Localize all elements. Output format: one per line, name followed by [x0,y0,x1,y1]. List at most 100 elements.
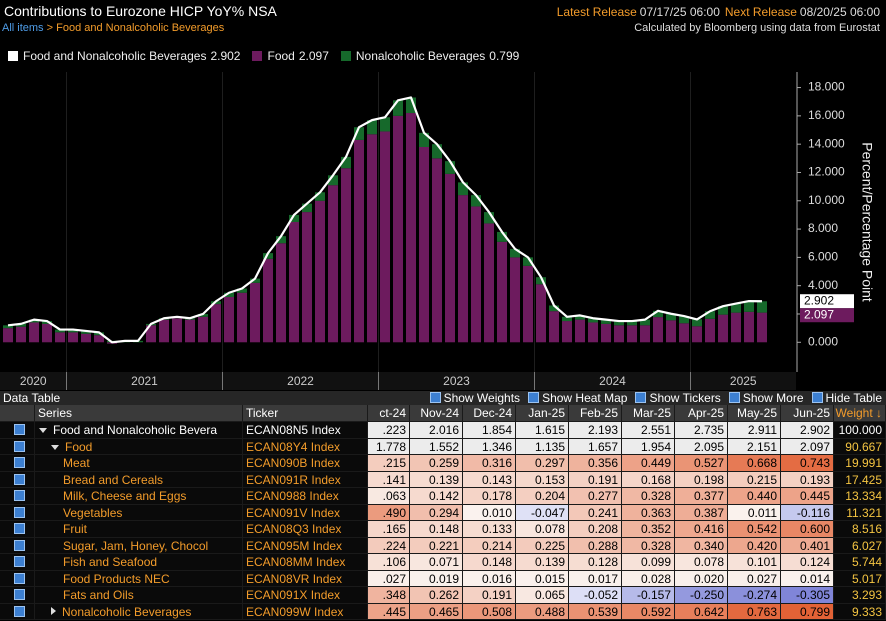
series-name[interactable]: Nonalcoholic Beverages [35,603,243,620]
checkbox[interactable] [429,392,441,403]
toolbar-option-label[interactable]: Hide Table [825,391,882,405]
column-header[interactable]: Ticker [243,405,368,422]
toolbar-option-label[interactable]: Show Heat Map [542,391,628,405]
y-tick-label: 18.000 [808,80,845,94]
bar-segment [484,212,494,224]
series-name[interactable]: Food [35,438,243,455]
checkbox[interactable] [14,473,25,485]
checkbox[interactable] [14,605,25,617]
row-icons[interactable] [0,521,35,538]
checkbox[interactable] [14,490,25,501]
series-label[interactable]: Bread and Cereals [63,472,164,487]
expander[interactable] [51,444,59,450]
column-header[interactable]: Mar-25 [622,405,675,422]
value-cell: 0.445 [781,488,834,505]
series-label[interactable]: Food and Nonalcoholic Bevera [53,423,218,437]
series-name[interactable]: Fats and Oils [35,587,243,604]
checkbox[interactable] [14,506,25,518]
checkbox[interactable] [14,523,25,534]
row-icons[interactable] [0,554,35,571]
row-icons[interactable] [0,422,35,439]
value-cell: .215 [368,455,410,472]
expander[interactable] [51,606,56,615]
column-header[interactable]: Nov-24 [410,405,463,422]
chart-title: Contributions to Eurozone HICP YoY% NSA [4,3,277,19]
column-header[interactable]: Dec-24 [463,405,516,422]
row-icons[interactable] [0,537,35,554]
series-label[interactable]: Fruit [63,522,87,536]
row-icons[interactable] [0,455,35,472]
checkbox[interactable] [14,589,25,600]
toolbar-option[interactable]: Show Tickers [635,391,721,405]
bar-segment [68,329,78,333]
legend-label: Food [267,49,295,63]
checkbox[interactable] [14,539,25,551]
column-header[interactable]: Feb-25 [569,405,622,422]
checkbox[interactable] [14,440,25,452]
row-icons[interactable] [0,488,35,505]
checkbox[interactable] [14,572,25,584]
toolbar-option[interactable]: Hide Table [811,391,882,405]
value-cell: 0.028 [622,570,675,587]
toolbar-option-label[interactable]: Show Tickers [649,391,721,405]
series-name[interactable]: Milk, Cheese and Eggs [35,488,243,505]
checkbox[interactable] [14,424,25,435]
checkbox[interactable] [14,556,25,567]
column-header[interactable]: Weight ↓ [834,405,886,422]
row-icons[interactable] [0,603,35,620]
value-cell: 0.356 [569,455,622,472]
bar-segment [341,168,351,343]
series-label[interactable]: Nonalcoholic Beverages [62,604,192,619]
bar-segment [55,329,65,333]
weight: 90.667 [834,438,886,455]
series-name[interactable]: Meat [35,455,243,472]
row-icons[interactable] [0,587,35,604]
series-name[interactable]: Vegetables [35,504,243,521]
series-name[interactable]: Fruit [35,521,243,538]
series-label[interactable]: Fish and Seafood [63,555,158,569]
checkbox[interactable] [14,457,25,468]
series-name[interactable]: Sugar, Jam, Honey, Chocol [35,537,243,554]
bar-segment [29,319,39,323]
row-icons[interactable] [0,471,35,488]
row-icons[interactable] [0,570,35,587]
bar-segment [354,139,364,343]
column-header[interactable]: Apr-25 [675,405,728,422]
series-label[interactable]: Food Products NEC [63,571,170,586]
series-label[interactable]: Fats and Oils [63,588,134,602]
toolbar-option[interactable]: Show Weights [429,391,521,405]
value-cell: 0.198 [675,471,728,488]
series-name[interactable]: Bread and Cereals [35,471,243,488]
expander[interactable] [39,428,47,433]
row-icons[interactable] [0,438,35,455]
toolbar-option-label[interactable]: Show Weights [443,391,521,405]
checkbox[interactable] [635,392,647,403]
series-name[interactable]: Fish and Seafood [35,554,243,571]
checkbox[interactable] [528,392,540,403]
column-header[interactable]: Series [35,405,243,422]
series-label[interactable]: Vegetables [63,505,123,520]
series-label[interactable]: Food [65,439,93,454]
series-label[interactable]: Sugar, Jam, Honey, Chocol [63,538,209,553]
column-header[interactable]: ct-24 [368,405,410,422]
series-label[interactable]: Milk, Cheese and Eggs [63,489,187,503]
checkbox[interactable] [811,392,823,403]
column-header[interactable]: May-25 [728,405,781,422]
series-name[interactable]: Food Products NEC [35,570,243,587]
bar-segment [757,301,767,313]
toolbar-option[interactable]: Show Heat Map [528,391,627,405]
toolbar-option-label[interactable]: Show More [742,391,804,405]
column-header[interactable]: Jun-25 [781,405,834,422]
bar-segment [549,305,559,312]
series-label[interactable]: Meat [63,456,90,470]
breadcrumb-link[interactable]: All items [2,22,44,34]
row-icons[interactable] [0,504,35,521]
column-header[interactable]: Jan-25 [516,405,569,422]
series-name[interactable]: Food and Nonalcoholic Bevera [35,422,243,439]
bar-segment [653,310,663,318]
checkbox[interactable] [728,392,740,403]
toolbar-option[interactable]: Show More [728,391,804,405]
bar-segment [484,223,494,343]
bar-segment [445,173,455,343]
value-cell: 0.191 [463,587,516,604]
